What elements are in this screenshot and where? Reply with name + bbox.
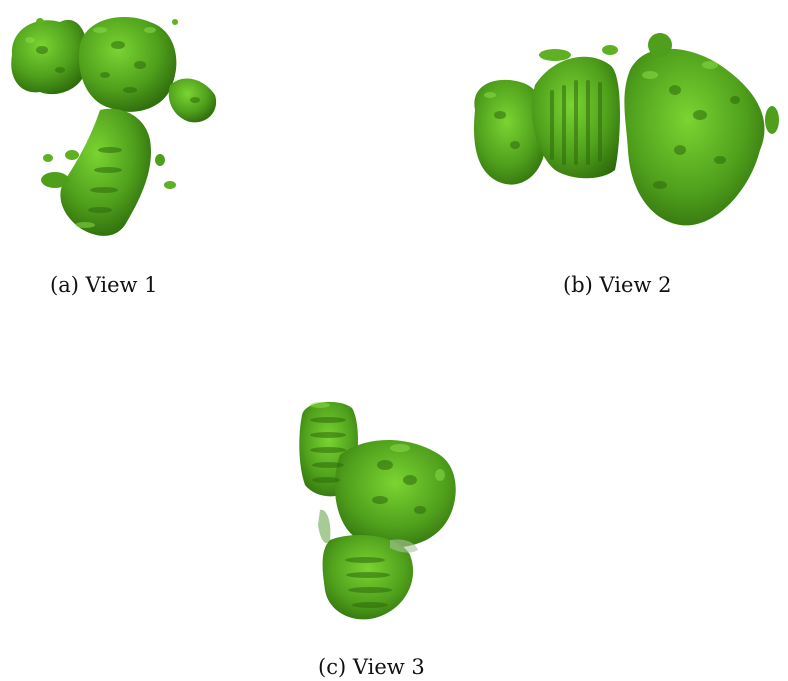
figure-panel-view-2: (b) View 2 [460, 20, 788, 310]
density-map-render-view-2 [474, 33, 779, 226]
caption-view-3: (c) View 3 [318, 655, 425, 679]
caption-view-1: (a) View 1 [50, 273, 158, 297]
density-map-render-view-3 [299, 401, 456, 620]
figure-panel-view-3: (c) View 3 [290, 390, 470, 681]
density-map-render-view-1 [11, 16, 217, 236]
figure-panel-view-1: (a) View 1 [0, 0, 260, 310]
caption-view-2: (b) View 2 [563, 273, 672, 297]
